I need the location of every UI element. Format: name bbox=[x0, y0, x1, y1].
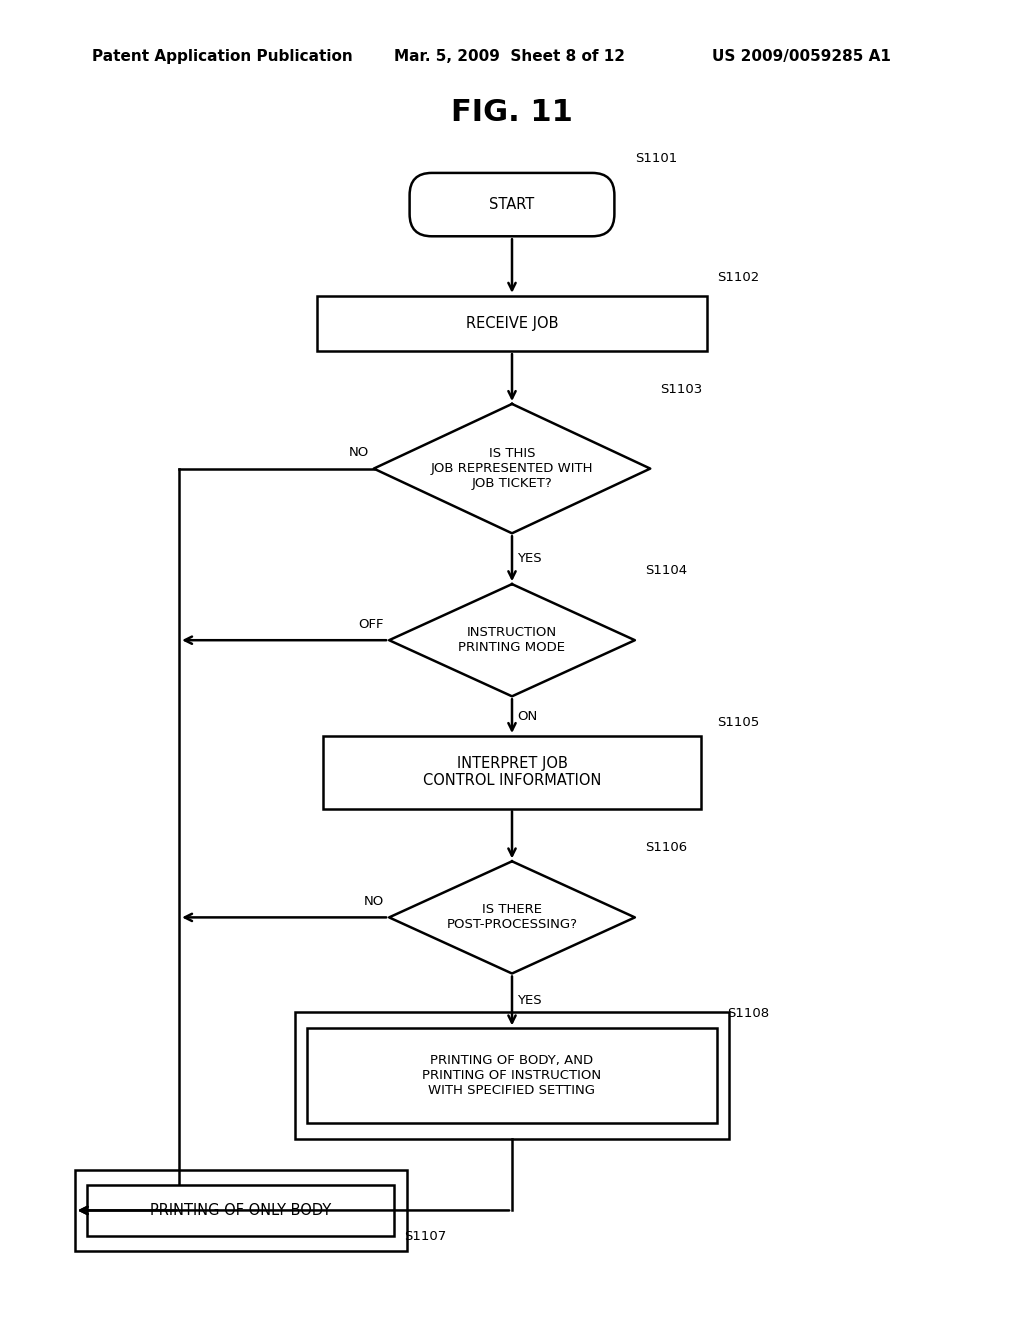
Text: NO: NO bbox=[348, 446, 369, 459]
Bar bbox=[307, 1028, 717, 1123]
Text: IS THERE
POST-PROCESSING?: IS THERE POST-PROCESSING? bbox=[446, 903, 578, 932]
Text: S1102: S1102 bbox=[717, 271, 759, 284]
Bar bbox=[295, 1012, 729, 1139]
Bar bbox=[75, 1170, 407, 1251]
Bar bbox=[87, 1185, 394, 1236]
Text: ON: ON bbox=[517, 710, 538, 722]
Text: S1105: S1105 bbox=[717, 715, 759, 729]
Text: S1101: S1101 bbox=[635, 152, 677, 165]
FancyBboxPatch shape bbox=[410, 173, 614, 236]
Text: NO: NO bbox=[364, 895, 384, 908]
Text: YES: YES bbox=[517, 994, 542, 1007]
Text: OFF: OFF bbox=[358, 618, 384, 631]
Text: RECEIVE JOB: RECEIVE JOB bbox=[466, 315, 558, 331]
Text: US 2009/0059285 A1: US 2009/0059285 A1 bbox=[712, 49, 891, 63]
Text: PRINTING OF ONLY BODY: PRINTING OF ONLY BODY bbox=[150, 1203, 332, 1218]
Text: S1107: S1107 bbox=[404, 1230, 446, 1243]
Text: INSTRUCTION
PRINTING MODE: INSTRUCTION PRINTING MODE bbox=[459, 626, 565, 655]
Text: YES: YES bbox=[517, 552, 542, 565]
Text: INTERPRET JOB
CONTROL INFORMATION: INTERPRET JOB CONTROL INFORMATION bbox=[423, 756, 601, 788]
Bar bbox=[323, 737, 701, 808]
Text: S1108: S1108 bbox=[727, 1007, 769, 1020]
Text: PRINTING OF BODY, AND
PRINTING OF INSTRUCTION
WITH SPECIFIED SETTING: PRINTING OF BODY, AND PRINTING OF INSTRU… bbox=[423, 1055, 601, 1097]
Text: IS THIS
JOB REPRESENTED WITH
JOB TICKET?: IS THIS JOB REPRESENTED WITH JOB TICKET? bbox=[431, 447, 593, 490]
Text: S1106: S1106 bbox=[645, 841, 687, 854]
Bar bbox=[317, 296, 707, 351]
Text: S1103: S1103 bbox=[660, 383, 702, 396]
Text: Mar. 5, 2009  Sheet 8 of 12: Mar. 5, 2009 Sheet 8 of 12 bbox=[394, 49, 626, 63]
Text: FIG. 11: FIG. 11 bbox=[451, 98, 573, 127]
Text: Patent Application Publication: Patent Application Publication bbox=[92, 49, 353, 63]
Text: START: START bbox=[489, 197, 535, 213]
Text: S1104: S1104 bbox=[645, 564, 687, 577]
